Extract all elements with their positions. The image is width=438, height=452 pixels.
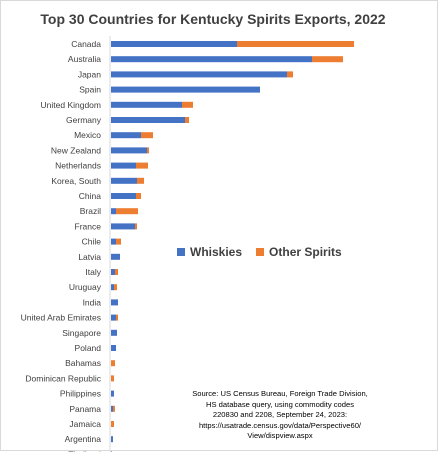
bar-other-spirits bbox=[114, 284, 117, 291]
category-label: Latvia bbox=[78, 252, 101, 262]
bar-other-spirits bbox=[111, 421, 114, 427]
category-label: Japan bbox=[78, 69, 101, 79]
bar-whiskies bbox=[111, 345, 116, 351]
bar-whiskies bbox=[111, 147, 147, 154]
legend-label-other-spirits: Other Spirits bbox=[269, 245, 342, 259]
bar-other-spirits bbox=[111, 360, 115, 367]
category-label: China bbox=[79, 191, 101, 201]
bar-whiskies bbox=[111, 193, 136, 199]
bar-whiskies bbox=[111, 238, 116, 245]
bar-whiskies bbox=[111, 132, 141, 139]
category-label: Philippines bbox=[60, 389, 101, 399]
bar-whiskies bbox=[111, 436, 113, 443]
category-label: Chile bbox=[82, 237, 102, 247]
bar-whiskies bbox=[111, 314, 116, 321]
category-label: New Zealand bbox=[51, 145, 101, 155]
bar-other-spirits bbox=[116, 314, 118, 321]
category-label: Australia bbox=[68, 54, 101, 64]
bar-other-spirits bbox=[136, 162, 148, 169]
legend-label-whiskies: Whiskies bbox=[190, 245, 243, 259]
bar-other-spirits bbox=[136, 193, 141, 199]
bar-whiskies bbox=[111, 223, 135, 230]
bar-other-spirits bbox=[237, 41, 354, 47]
category-label: United Arab Emirates bbox=[21, 313, 101, 323]
category-label: Panama bbox=[69, 404, 101, 414]
bar-whiskies bbox=[111, 208, 116, 215]
category-label: Bahamas bbox=[65, 358, 101, 368]
legend-entry-whiskies: Whiskies bbox=[177, 245, 242, 259]
bar-whiskies bbox=[111, 41, 237, 47]
bar-other-spirits bbox=[116, 208, 138, 215]
legend-swatch-other-spirits bbox=[256, 248, 265, 256]
bar-other-spirits bbox=[287, 71, 293, 78]
bar-other-spirits bbox=[113, 405, 115, 412]
category-label: France bbox=[75, 221, 102, 231]
bar-whiskies bbox=[111, 162, 136, 169]
bar-other-spirits bbox=[185, 117, 189, 123]
legend: Whiskies Other Spirits bbox=[159, 238, 364, 266]
bar-other-spirits bbox=[141, 132, 153, 139]
bar-other-spirits bbox=[116, 238, 121, 245]
bar-whiskies bbox=[111, 86, 260, 93]
legend-entry-other-spirits: Other Spirits bbox=[256, 245, 342, 259]
category-label: Germany bbox=[66, 115, 102, 125]
bar-whiskies bbox=[111, 269, 115, 275]
bar-whiskies bbox=[111, 299, 118, 306]
bar-other-spirits bbox=[115, 269, 118, 275]
category-label: Jamaica bbox=[69, 419, 101, 429]
category-label: Korea, South bbox=[51, 176, 101, 186]
bar-other-spirits bbox=[111, 375, 114, 382]
bar-whiskies bbox=[111, 405, 113, 412]
bar-other-spirits bbox=[147, 147, 149, 154]
bar-whiskies bbox=[111, 284, 114, 291]
category-label: Italy bbox=[85, 267, 101, 277]
bar-whiskies bbox=[111, 390, 114, 397]
category-label: Canada bbox=[71, 39, 101, 49]
bar-other-spirits bbox=[182, 101, 193, 108]
bar-whiskies bbox=[111, 56, 312, 63]
bar-whiskies bbox=[111, 117, 185, 123]
chart-title: Top 30 Countries for Kentucky Spirits Ex… bbox=[40, 11, 386, 27]
category-label: Uruguay bbox=[69, 282, 102, 292]
category-label: Poland bbox=[75, 343, 102, 353]
category-label: Singapore bbox=[62, 328, 101, 338]
bar-whiskies bbox=[111, 71, 287, 78]
category-label: Dominican Republic bbox=[25, 373, 101, 383]
category-label: Argentina bbox=[65, 434, 102, 444]
category-label: Spain bbox=[79, 85, 101, 95]
bar-whiskies bbox=[111, 253, 120, 260]
category-label: Netherlands bbox=[55, 161, 101, 171]
category-label: United Kingdom bbox=[41, 100, 101, 110]
bar-other-spirits bbox=[137, 177, 144, 184]
bar-other-spirits bbox=[135, 223, 137, 230]
category-label: Brazil bbox=[80, 206, 101, 216]
bar-whiskies bbox=[111, 101, 182, 108]
category-label: Mexico bbox=[74, 130, 101, 140]
legend-swatch-whiskies bbox=[177, 248, 185, 256]
source-note: Source: US Census Bureau, Foreign Trade … bbox=[187, 389, 373, 442]
bar-whiskies bbox=[111, 177, 137, 184]
bar-other-spirits bbox=[312, 56, 343, 63]
category-label: India bbox=[83, 297, 102, 307]
bar-whiskies bbox=[111, 329, 117, 336]
